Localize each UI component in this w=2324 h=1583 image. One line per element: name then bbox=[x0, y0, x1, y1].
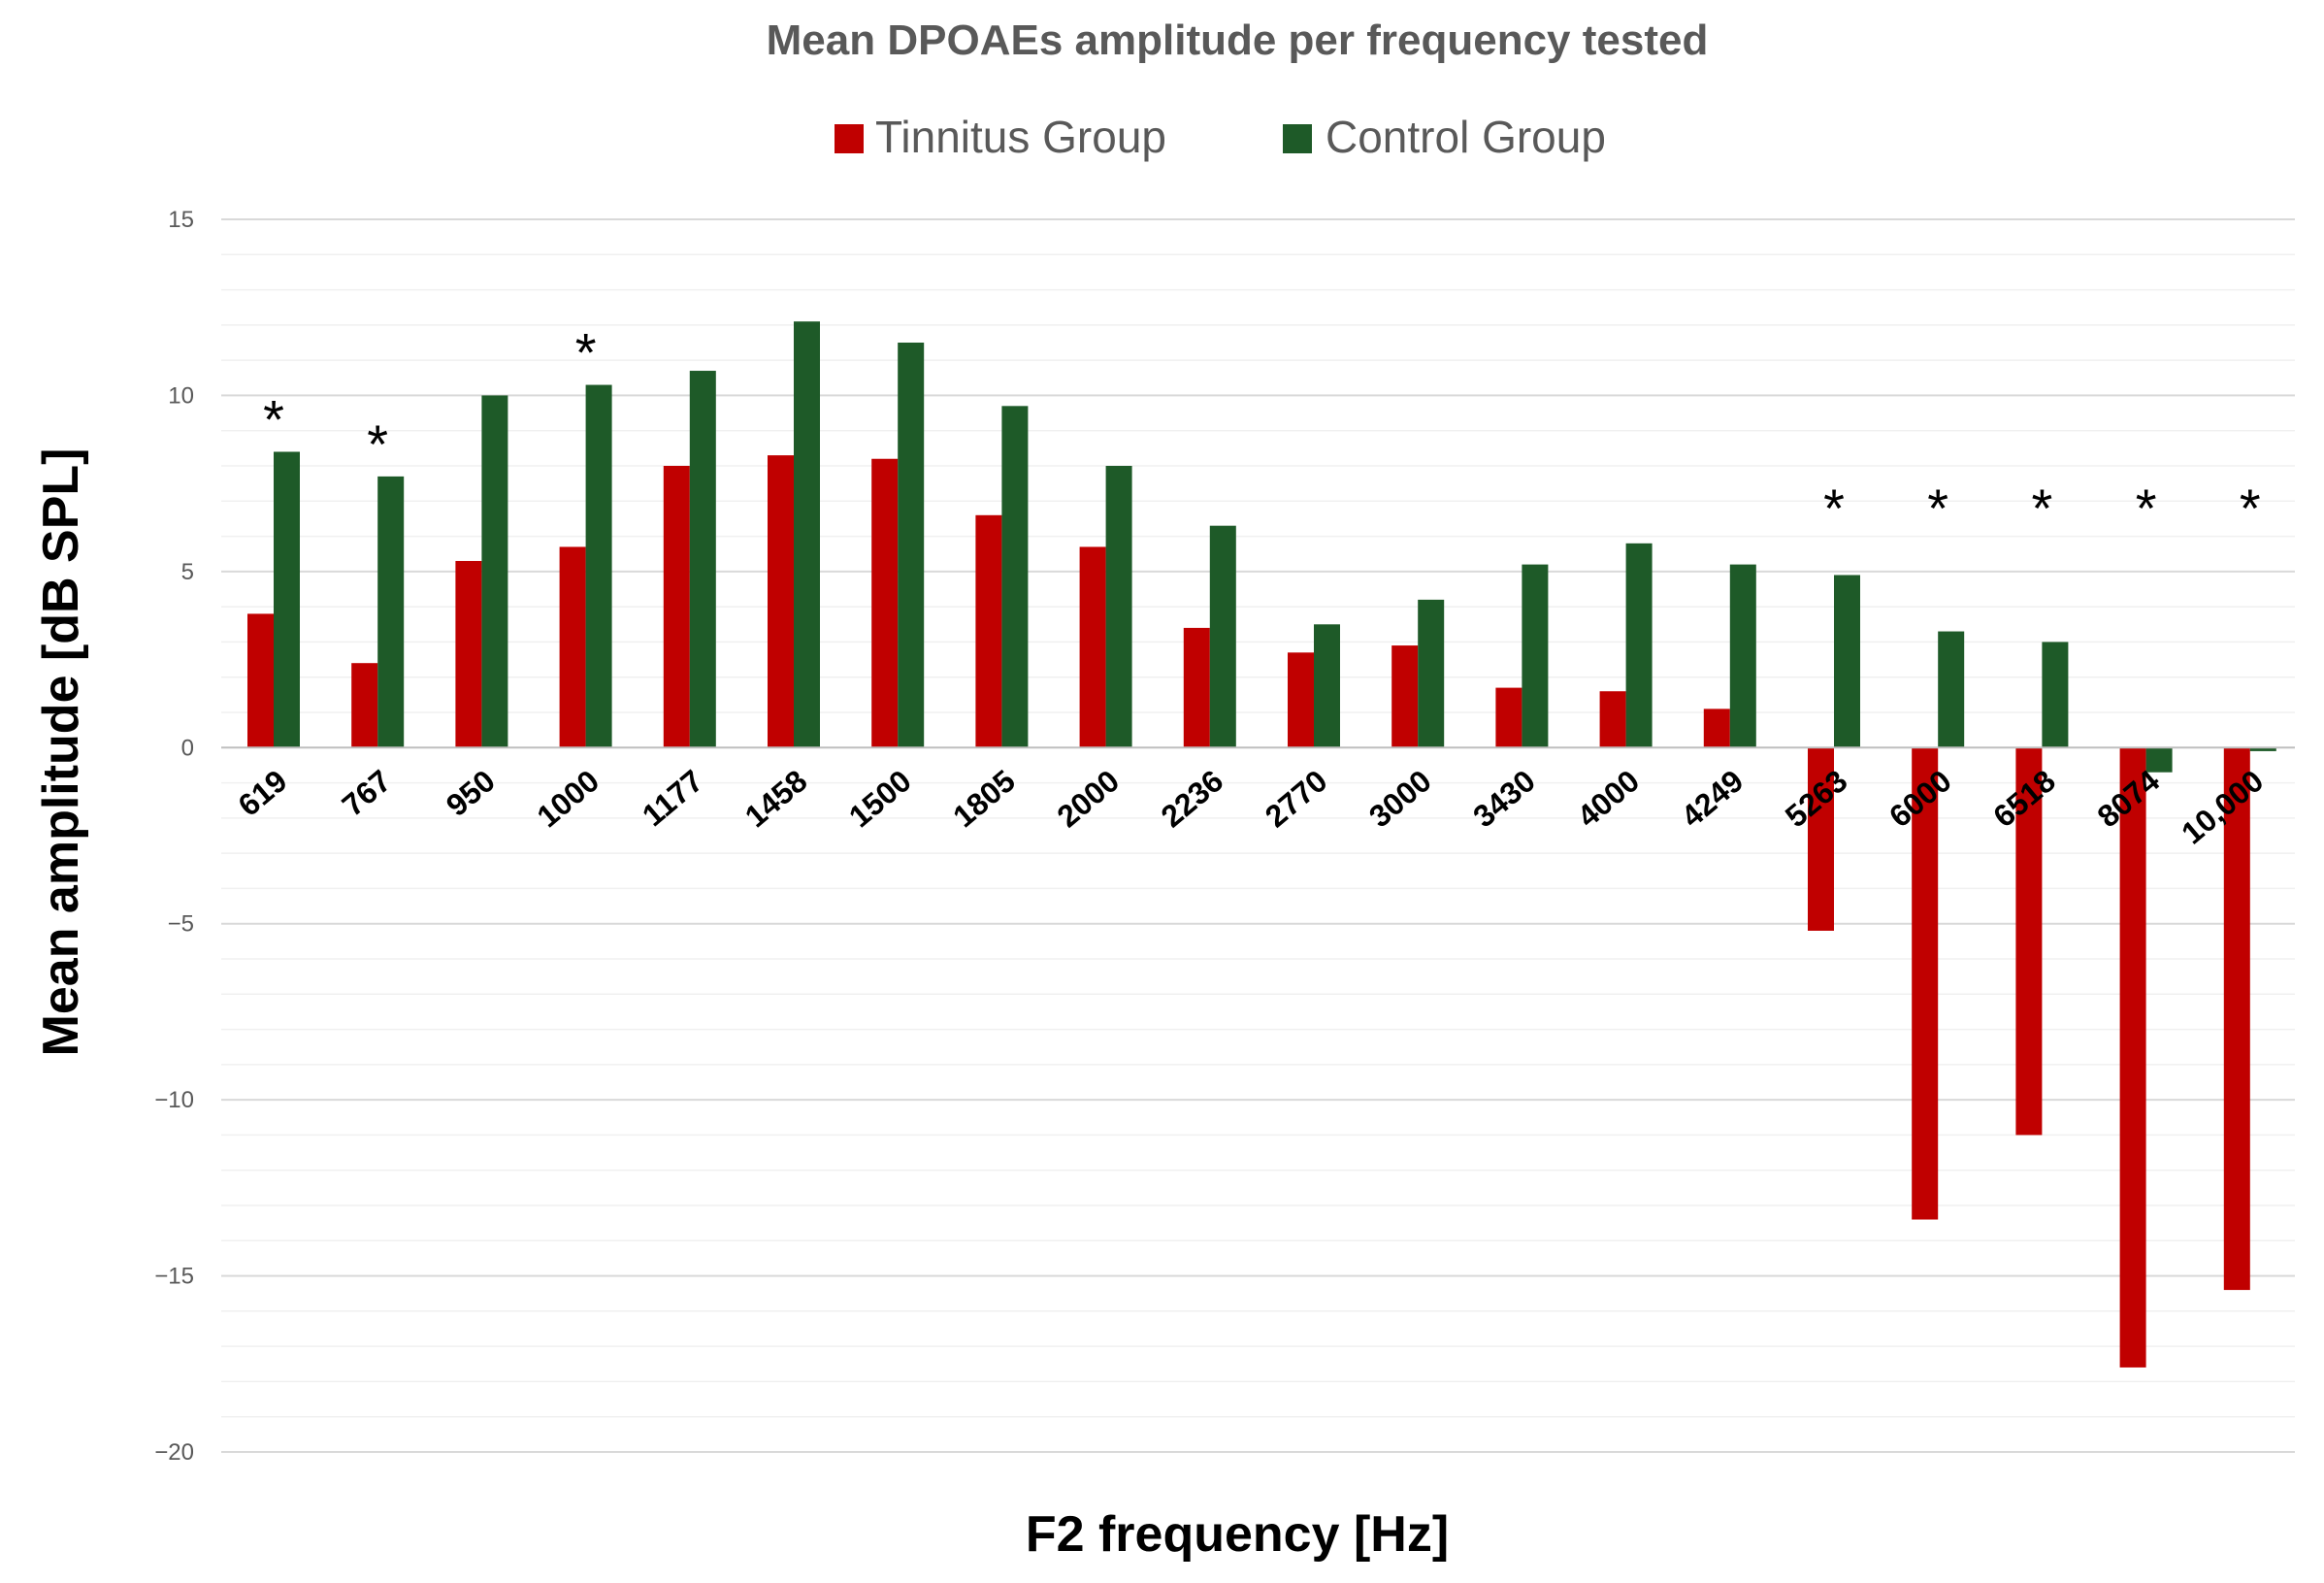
bar-control bbox=[2042, 642, 2069, 748]
bar-tinnitus bbox=[2119, 747, 2146, 1368]
x-tick-label: 619 bbox=[231, 763, 293, 823]
y-tick-label: −15 bbox=[154, 1264, 194, 1290]
x-tick-label: 1458 bbox=[738, 763, 814, 834]
x-tick-label: 2236 bbox=[1155, 763, 1230, 834]
legend-swatch-control bbox=[1283, 124, 1312, 153]
bar-control bbox=[2249, 747, 2276, 751]
bar-control bbox=[1938, 631, 1965, 748]
x-tick-label: 3430 bbox=[1466, 763, 1542, 834]
gridlines bbox=[221, 218, 2295, 1453]
x-tick-label: 4249 bbox=[1675, 763, 1751, 834]
bar-control bbox=[1105, 466, 1132, 748]
y-tick-label: 0 bbox=[181, 735, 194, 761]
bar-tinnitus bbox=[1912, 747, 1939, 1220]
legend-swatch-tinnitus bbox=[835, 124, 864, 153]
bar-control bbox=[585, 384, 612, 748]
x-tick-label: 3000 bbox=[1362, 763, 1438, 834]
x-axis-ticks: 619 767 950 1000 1177 1458 1500 1805 2000 2236 277… bbox=[231, 763, 2270, 851]
bar-control bbox=[1625, 543, 1653, 748]
bar-tinnitus bbox=[559, 546, 586, 748]
bar-tinnitus bbox=[1808, 747, 1834, 931]
bar-control bbox=[1209, 525, 1236, 748]
chart-title: Mean DPOAEs amplitude per frequency test… bbox=[767, 16, 1709, 64]
bar-control bbox=[1418, 599, 1445, 748]
bar-tinnitus bbox=[2223, 747, 2250, 1291]
bar-tinnitus bbox=[351, 663, 378, 748]
bar-control bbox=[1314, 624, 1340, 748]
bar-tinnitus bbox=[1183, 627, 1210, 748]
bar-tinnitus bbox=[1288, 652, 1314, 748]
significance-star: * bbox=[263, 388, 284, 449]
legend: Tinnitus Group Control Group bbox=[835, 112, 1606, 162]
y-tick-label: 10 bbox=[168, 382, 194, 409]
bar-control bbox=[689, 371, 716, 748]
bar-control bbox=[274, 451, 300, 748]
bar-tinnitus bbox=[1495, 687, 1522, 748]
y-tick-label: −10 bbox=[154, 1087, 194, 1113]
bar-control bbox=[1729, 564, 1756, 748]
x-tick-label: 4000 bbox=[1570, 763, 1646, 834]
bar-control bbox=[1001, 406, 1029, 748]
bar-tinnitus bbox=[768, 455, 794, 748]
bar-control bbox=[2145, 747, 2173, 773]
significance-star: * bbox=[2240, 478, 2261, 539]
bar-control bbox=[898, 343, 925, 748]
significance-star: * bbox=[2032, 478, 2053, 539]
x-tick-label: 1000 bbox=[530, 763, 606, 834]
bar-tinnitus bbox=[871, 458, 899, 748]
y-tick-label: 15 bbox=[168, 207, 194, 233]
y-tick-label: 5 bbox=[181, 559, 194, 585]
bar-control bbox=[1834, 575, 1860, 748]
x-tick-label: 10,000 bbox=[2175, 763, 2270, 850]
x-tick-label: 2770 bbox=[1259, 763, 1334, 834]
bar-tinnitus bbox=[247, 613, 274, 748]
y-tick-label: −5 bbox=[168, 911, 194, 938]
y-tick-label: −20 bbox=[154, 1439, 194, 1466]
significance-star: * bbox=[367, 413, 388, 475]
legend-label-control: Control Group bbox=[1326, 112, 1606, 162]
legend-label-tinnitus: Tinnitus Group bbox=[875, 112, 1166, 162]
bar-control bbox=[794, 321, 820, 748]
significance-star: * bbox=[1927, 478, 1948, 539]
bar-tinnitus bbox=[975, 514, 1002, 748]
x-tick-label: 950 bbox=[440, 763, 502, 823]
significance-star: * bbox=[1823, 478, 1845, 539]
bar-control bbox=[1522, 564, 1549, 748]
bars bbox=[247, 321, 2276, 1368]
x-axis-label: F2 frequency [Hz] bbox=[1026, 1506, 1449, 1563]
bar-tinnitus bbox=[1391, 645, 1419, 748]
x-tick-label: 1177 bbox=[636, 763, 709, 833]
bar-tinnitus bbox=[2015, 747, 2043, 1136]
bar-control bbox=[377, 476, 405, 748]
bar-tinnitus bbox=[1079, 546, 1106, 748]
y-axis-label: Mean amplitude [dB SPL] bbox=[33, 448, 89, 1057]
significance-markers: * * * * * * * * bbox=[263, 322, 2261, 539]
y-axis-ticks: 15 10 5 0 −5 −10 −15 −20 bbox=[154, 207, 194, 1466]
x-tick-label: 1500 bbox=[842, 763, 918, 834]
bar-control bbox=[481, 395, 508, 748]
x-tick-label: 767 bbox=[336, 763, 398, 823]
bar-tinnitus bbox=[1599, 691, 1626, 748]
bar-tinnitus bbox=[1703, 709, 1730, 748]
x-tick-label: 1805 bbox=[946, 763, 1022, 834]
significance-star: * bbox=[575, 322, 597, 383]
significance-star: * bbox=[2136, 478, 2157, 539]
bar-tinnitus bbox=[663, 466, 690, 748]
x-tick-label: 2000 bbox=[1050, 763, 1126, 834]
bar-tinnitus bbox=[455, 560, 482, 748]
